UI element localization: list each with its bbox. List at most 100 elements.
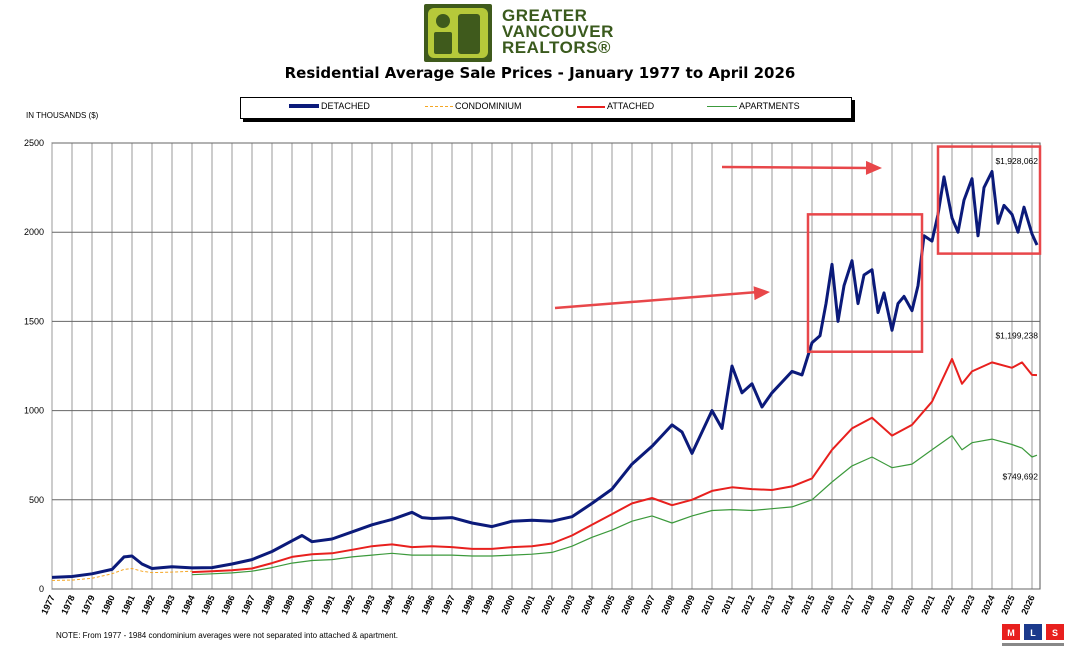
arrow-shaft xyxy=(721,165,871,170)
logo-line-1: GREATER xyxy=(502,6,588,25)
x-tick-label: 1978 xyxy=(59,594,77,616)
svg-text:S: S xyxy=(1052,628,1058,638)
x-tick-label: 2005 xyxy=(599,594,617,616)
x-tick-label: 1994 xyxy=(379,594,397,616)
y-tick-label: 2500 xyxy=(24,138,44,148)
svg-text:L: L xyxy=(1030,628,1036,638)
x-tick-label: 2026 xyxy=(1019,594,1037,616)
x-tick-label: 2020 xyxy=(899,594,917,616)
x-tick-label: 2015 xyxy=(799,594,817,616)
legend-label-condominium: CONDOMINIUM xyxy=(455,101,522,111)
x-tick-label: 1989 xyxy=(279,594,297,616)
arrow-head xyxy=(865,160,882,175)
units-label: IN THOUSANDS ($) xyxy=(26,111,99,120)
x-tick-label: 1991 xyxy=(319,594,337,616)
highlight-box-2021-2026 xyxy=(936,145,1042,255)
x-tick-label: 2014 xyxy=(779,594,797,616)
x-tick-label: 1985 xyxy=(199,594,217,616)
y-tick-label: 1000 xyxy=(24,406,44,416)
x-tick-label: 2006 xyxy=(619,594,637,616)
series-detached xyxy=(51,170,1039,579)
x-tick-label: 2012 xyxy=(739,594,757,616)
label-attached-latest: $1,199,238 xyxy=(995,331,1038,341)
y-tick-label: 500 xyxy=(29,495,44,505)
mls-logo: M L S xyxy=(1000,622,1070,650)
x-tick-label: 2001 xyxy=(519,594,537,616)
mls-logo-icon: M L S xyxy=(1002,624,1064,646)
legend-label-apartments: APARTMENTS xyxy=(739,101,800,111)
x-tick-label: 2007 xyxy=(639,594,657,616)
gvr-logo: GREATER VANCOUVER REALTORS® xyxy=(424,4,664,62)
x-tick-label: 2002 xyxy=(539,594,557,616)
x-tick-label: 1987 xyxy=(239,594,257,616)
x-axis: 1977 1978 1979 1980 1981 1982 1983 1984 1985 1986… xyxy=(39,594,1037,616)
x-tick-label: 1998 xyxy=(459,594,477,616)
label-apartments-latest: $749,692 xyxy=(1003,472,1039,482)
series-apartments xyxy=(191,435,1038,576)
chart-title: Residential Average Sale Prices - Januar… xyxy=(284,64,796,82)
highlight-box-2015-2020 xyxy=(806,213,924,353)
arrow-head xyxy=(753,286,770,301)
y-tick-label: 1500 xyxy=(24,316,44,326)
logo-line-2: VANCOUVER xyxy=(502,22,614,41)
legend-swatch-attached xyxy=(577,106,605,108)
legend-label-attached: ATTACHED xyxy=(607,101,655,111)
x-tick-label: 1981 xyxy=(119,594,137,616)
x-tick-label: 2000 xyxy=(499,594,517,616)
x-tick-label: 2023 xyxy=(959,594,977,616)
annotations: $1,928,062 $1,199,238 $749,692 xyxy=(554,145,1042,482)
x-tick-label: 1982 xyxy=(139,594,157,616)
x-tick-label: 2009 xyxy=(679,594,697,616)
x-tick-label: 1983 xyxy=(159,594,177,616)
series-lines xyxy=(51,170,1039,581)
legend: DETACHED CONDOMINIUM ATTACHED APARTMENTS xyxy=(240,97,852,119)
x-tick-label: 2013 xyxy=(759,594,777,616)
arrow-to-2015-box xyxy=(554,286,770,310)
x-tick-label: 1992 xyxy=(339,594,357,616)
legend-swatch-apartments xyxy=(707,106,737,107)
arrow-to-2021-box xyxy=(721,160,882,175)
x-tick-label: 1984 xyxy=(179,594,197,616)
logo-wordmark: GREATER VANCOUVER REALTORS® xyxy=(502,6,614,57)
logo-line-3: REALTORS® xyxy=(502,38,611,57)
legend-label-detached: DETACHED xyxy=(321,101,370,111)
x-tick-label: 1979 xyxy=(79,594,97,616)
x-tick-label: 1990 xyxy=(299,594,317,616)
y-tick-label: 0 xyxy=(39,584,44,594)
svg-text:M: M xyxy=(1007,628,1015,638)
arrow-shaft xyxy=(554,290,759,310)
legend-swatch-condominium xyxy=(425,106,453,107)
footnote: NOTE: From 1977 - 1984 condominium avera… xyxy=(56,631,398,640)
series-condominium xyxy=(51,568,193,581)
label-detached-latest: $1,928,062 xyxy=(995,156,1038,166)
x-tick-label: 2024 xyxy=(979,594,997,616)
x-tick-label: 2003 xyxy=(559,594,577,616)
plot-area xyxy=(51,142,1041,590)
x-tick-label: 1980 xyxy=(99,594,117,616)
legend-swatch-detached xyxy=(289,104,319,108)
x-tick-label: 2025 xyxy=(999,594,1017,616)
x-tick-label: 2017 xyxy=(839,594,857,616)
x-tick-label: 1977 xyxy=(39,594,57,616)
chart-grid xyxy=(51,142,1041,590)
y-tick-label: 2000 xyxy=(24,227,44,237)
x-tick-label: 2008 xyxy=(659,594,677,616)
x-tick-label: 1986 xyxy=(219,594,237,616)
x-tick-label: 2022 xyxy=(939,594,957,616)
x-tick-label: 1999 xyxy=(479,594,497,616)
y-axis: 0 500 1000 1500 2000 2500 xyxy=(24,138,44,594)
x-tick-label: 2021 xyxy=(919,594,937,616)
x-tick-label: 1997 xyxy=(439,594,457,616)
logo-mark-icon xyxy=(424,4,492,62)
x-tick-label: 2011 xyxy=(719,594,736,616)
x-tick-label: 2016 xyxy=(819,594,837,616)
x-tick-label: 1996 xyxy=(419,594,437,616)
x-tick-label: 2019 xyxy=(879,594,897,616)
x-tick-label: 1988 xyxy=(259,594,277,616)
x-tick-label: 1995 xyxy=(399,594,417,616)
x-tick-label: 1993 xyxy=(359,594,377,616)
x-tick-label: 2018 xyxy=(859,594,877,616)
x-tick-label: 2004 xyxy=(579,594,597,616)
series-attached xyxy=(191,357,1038,574)
